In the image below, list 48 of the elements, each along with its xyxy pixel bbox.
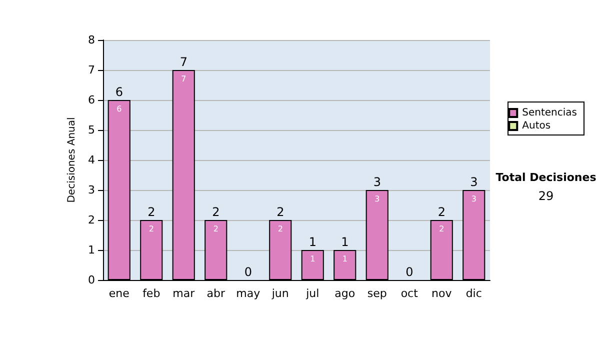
x-tick-label: sep [367, 287, 387, 300]
x-tick-label: nov [432, 287, 452, 300]
x-tick-label: mar [172, 287, 196, 300]
total-label: 0 [406, 265, 414, 279]
y-tick-label: 6 [88, 94, 95, 106]
x-tick-label: ago [334, 287, 356, 300]
x-tick-label: may [236, 287, 261, 300]
y-tick-label: 3 [88, 184, 95, 196]
total-label: 1 [308, 235, 316, 249]
x-tick-label: jul [305, 287, 320, 300]
text: 29 [538, 189, 554, 203]
y-axis-title: Decisiones Anual [66, 117, 78, 203]
y-tick-label: 1 [88, 244, 95, 256]
data-label: 3 [471, 194, 476, 204]
total-label: 2 [276, 205, 284, 219]
total-label: 1 [341, 235, 349, 249]
total-label: 2 [438, 205, 446, 219]
y-tick-label: 2 [88, 214, 95, 226]
data-label: 2 [148, 224, 154, 234]
total-label: 6 [115, 85, 123, 99]
total-label: 0 [244, 265, 252, 279]
data-label: 1 [342, 254, 348, 264]
data-label: 2 [439, 224, 444, 234]
data-label: 1 [310, 254, 316, 264]
data-label: 2 [278, 224, 283, 234]
total-label: 2 [212, 205, 220, 219]
y-tick-label: 5 [88, 124, 95, 136]
total-label: 7 [180, 55, 188, 69]
x-tick-label: abr [206, 287, 226, 300]
total-label: 3 [373, 175, 381, 189]
y-tick-label: 8 [88, 34, 95, 46]
data-label: 2 [213, 224, 218, 234]
x-tick-label: oct [400, 287, 419, 300]
total-label: 2 [148, 205, 156, 219]
legend-label: Sentencias [522, 108, 578, 118]
x-tick-label: ene [108, 287, 130, 300]
x-tick-label: feb [142, 287, 160, 300]
x-tick-label: jun [270, 287, 289, 300]
data-label: 3 [374, 194, 380, 204]
y-tick-label: 7 [88, 64, 95, 76]
text: Total Decisiones [496, 171, 597, 184]
total-label: 3 [470, 175, 478, 189]
data-label: 7 [181, 74, 186, 84]
y-tick-label: 4 [88, 154, 95, 166]
y-tick-label: 0 [88, 274, 95, 286]
x-tick-label: dic [466, 287, 482, 300]
data-label: 6 [116, 104, 122, 114]
legend-label: Autos [522, 120, 551, 132]
